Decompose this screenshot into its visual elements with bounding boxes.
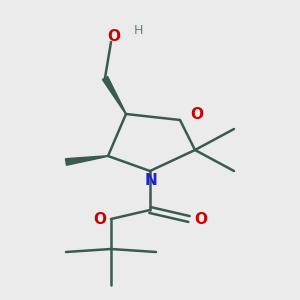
Text: N: N — [145, 173, 158, 188]
Polygon shape — [65, 156, 108, 165]
Text: O: O — [194, 212, 207, 227]
Text: O: O — [107, 29, 121, 44]
Polygon shape — [102, 76, 126, 114]
Text: O: O — [190, 107, 203, 122]
Text: O: O — [93, 212, 106, 227]
Text: H: H — [133, 23, 143, 37]
